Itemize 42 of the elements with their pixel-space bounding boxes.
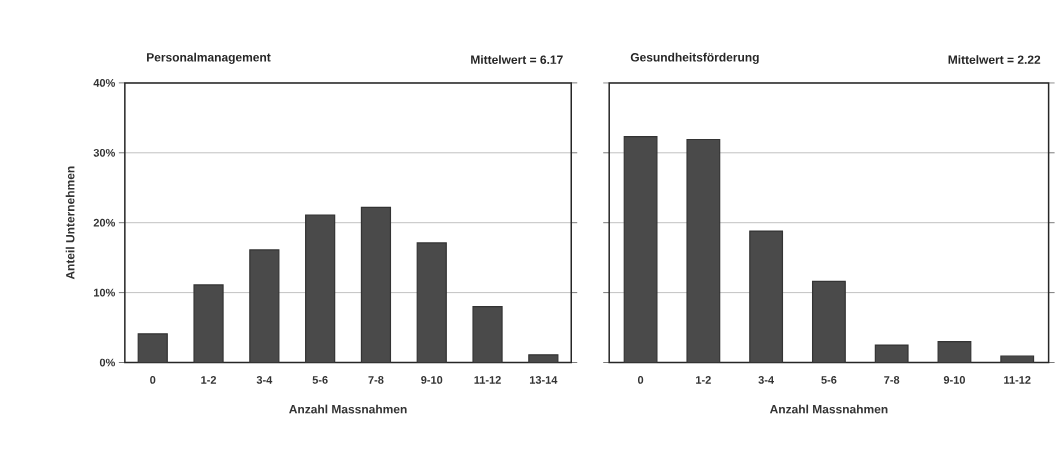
x-tick-label: 11-12 bbox=[474, 375, 501, 384]
x-tick-label: 5-6 bbox=[821, 375, 837, 384]
x-tick-label: 7-8 bbox=[884, 375, 900, 384]
bar bbox=[528, 354, 559, 363]
x-tick-label: 5-6 bbox=[312, 375, 328, 384]
x-tick-label: 3-4 bbox=[758, 375, 774, 384]
bar bbox=[360, 206, 392, 363]
bar bbox=[137, 333, 168, 363]
text: Mittelwert = 2.22 bbox=[948, 55, 1041, 64]
y-tick-label: 10% bbox=[94, 288, 116, 297]
x-tick-label: 9-10 bbox=[421, 375, 443, 384]
x-axis-title: Anzahl Massnahmen bbox=[289, 404, 407, 414]
bar bbox=[937, 340, 972, 363]
x-tick-label: 0 bbox=[150, 375, 156, 384]
bar bbox=[749, 230, 784, 363]
x-tick-label: 0 bbox=[637, 375, 644, 384]
x-tick-label: 9-10 bbox=[943, 375, 965, 384]
text: Mittelwert = 6.17 bbox=[471, 55, 563, 64]
x-tick-label: 7-8 bbox=[368, 375, 384, 384]
x-axis-title: Anzahl Massnahmen bbox=[769, 404, 888, 414]
bar bbox=[811, 280, 846, 363]
chart-title: Gesundheitsförderung bbox=[630, 52, 759, 64]
bar bbox=[472, 305, 503, 363]
x-tick-label: 1-2 bbox=[696, 375, 711, 384]
bar bbox=[305, 214, 336, 363]
bar bbox=[623, 135, 658, 363]
bar bbox=[249, 249, 280, 363]
bar bbox=[686, 138, 721, 363]
y-tick-label: 40% bbox=[93, 78, 116, 87]
x-tick-label: 3-4 bbox=[256, 375, 273, 384]
y-tick-label: 0% bbox=[99, 358, 116, 367]
bar bbox=[1000, 355, 1035, 363]
x-tick-label: 11-12 bbox=[1004, 375, 1031, 384]
chart-title: Personalmanagement bbox=[147, 52, 271, 64]
x-tick-label: 1-2 bbox=[201, 375, 217, 384]
y-tick-label: 20% bbox=[93, 218, 116, 227]
y-axis-title: Anteil Unternehmen bbox=[65, 166, 75, 280]
bar bbox=[416, 242, 447, 363]
bar bbox=[193, 284, 224, 363]
x-tick-label: 13-14 bbox=[529, 375, 558, 384]
bar bbox=[874, 344, 909, 363]
y-tick-label: 30% bbox=[93, 148, 116, 157]
